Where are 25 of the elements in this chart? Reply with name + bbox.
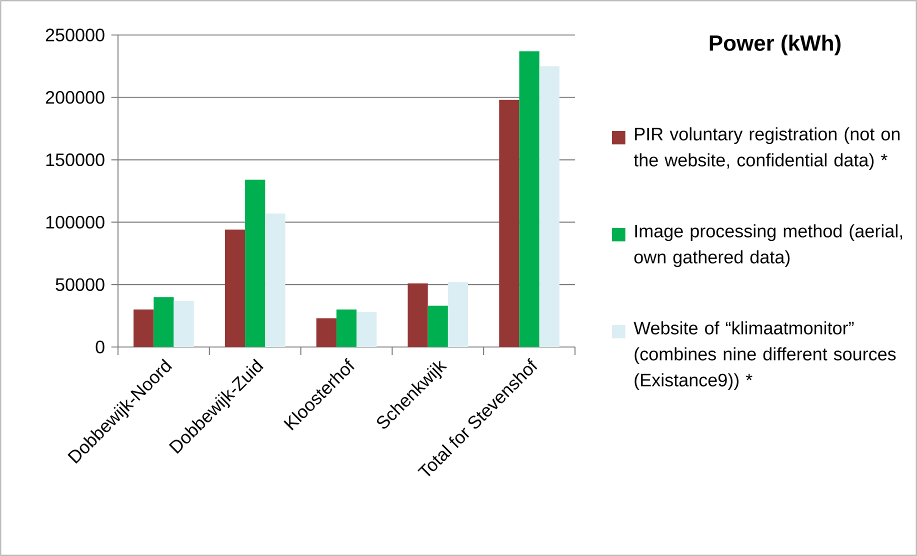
legend-label: PIR voluntary registration (not on the website, confidential data) * xyxy=(634,127,900,170)
bar xyxy=(519,51,540,347)
bar xyxy=(265,213,286,347)
y-tick-label: 150000 xyxy=(46,153,104,166)
bar xyxy=(134,310,154,347)
bar xyxy=(408,283,428,347)
bar xyxy=(174,300,194,347)
legend-label: Website of “klimaatmonitor” (combines nine different sources (Existance9)) * xyxy=(634,321,896,390)
y-tick-label: 200000 xyxy=(46,91,104,104)
legend-label: Image processing method (aerial, own gathered data) xyxy=(634,224,902,268)
bar xyxy=(428,306,448,347)
y-tick-label: 50000 xyxy=(56,278,104,291)
y-tick-label: 0 xyxy=(96,340,104,354)
legend-title: Power (kWh) xyxy=(710,34,841,56)
bar xyxy=(316,318,336,347)
bar xyxy=(154,297,174,347)
bar xyxy=(245,180,266,347)
y-tick-label: 250000 xyxy=(46,28,104,42)
bar xyxy=(499,100,520,347)
y-tick-label: 100000 xyxy=(46,216,104,229)
bar xyxy=(448,282,468,347)
bar xyxy=(539,66,560,347)
bar xyxy=(356,312,377,347)
bar xyxy=(224,230,246,347)
bar xyxy=(336,310,357,347)
